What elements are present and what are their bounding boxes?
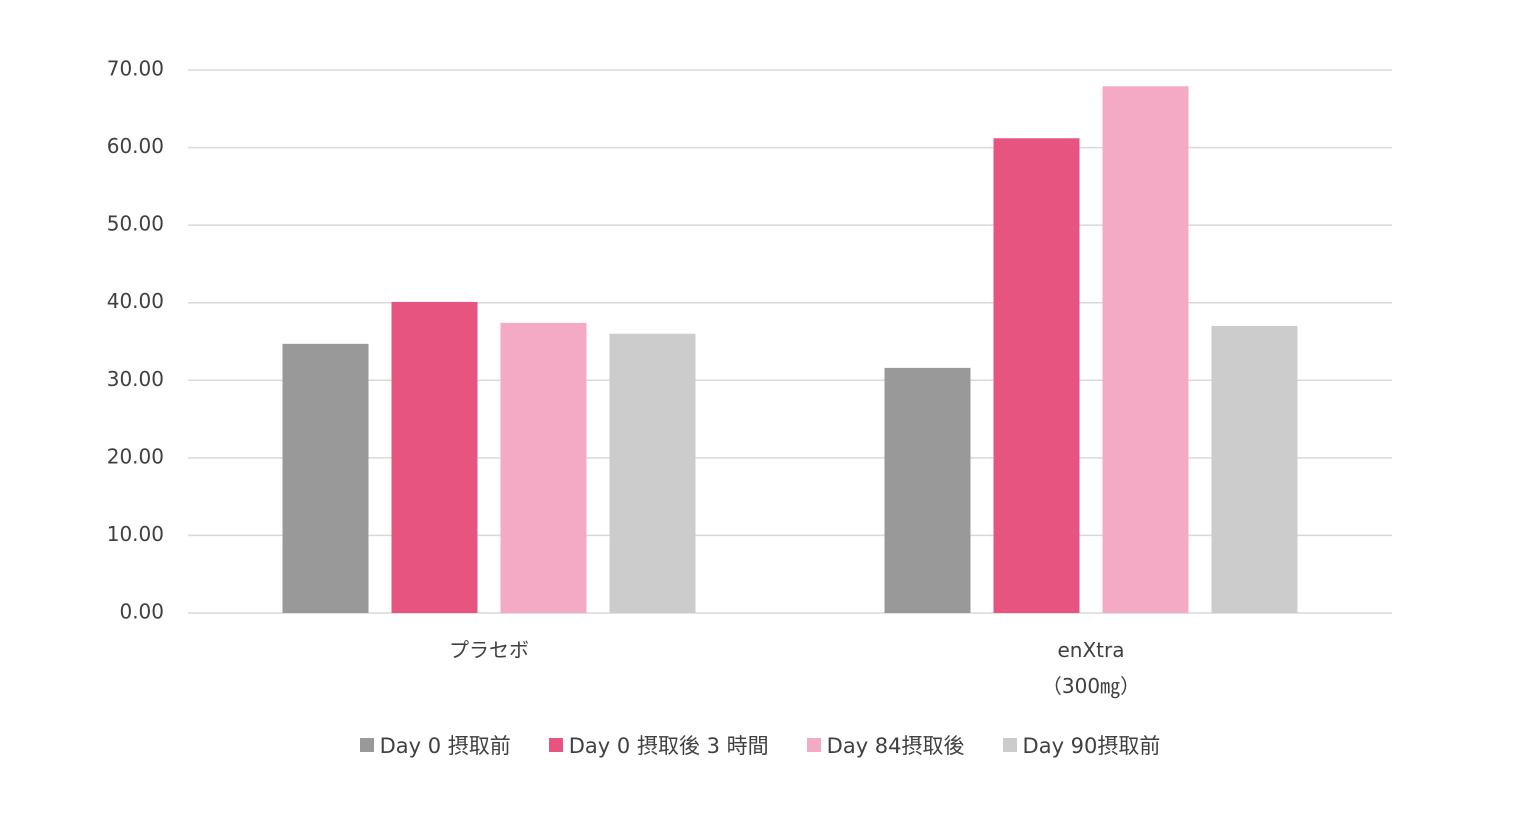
y-tick-label: 60.00	[107, 134, 164, 158]
legend-item: Day 84摂取後	[806, 730, 965, 760]
y-tick-label: 10.00	[107, 522, 164, 546]
y-tick-label: 70.00	[107, 57, 164, 81]
legend-swatch	[359, 738, 374, 752]
bar	[609, 333, 696, 613]
legend-swatch	[806, 738, 821, 752]
legend-swatch	[1002, 738, 1017, 752]
x-tick-label: プラセボ	[449, 638, 529, 662]
bar	[391, 301, 478, 613]
legend-item: Day 90摂取前	[1002, 730, 1161, 760]
legend-label: Day 84摂取後	[826, 734, 965, 758]
bar	[1211, 325, 1298, 613]
legend-swatch	[548, 738, 563, 752]
y-tick-label: 0.00	[119, 600, 164, 624]
legend-label: Day 0 摂取後 3 時間	[568, 734, 769, 758]
y-tick-label: 50.00	[107, 212, 164, 236]
legend-label: Day 0 摂取前	[379, 734, 511, 758]
bar	[1102, 86, 1189, 614]
bar	[993, 138, 1080, 613]
legend-item: Day 0 摂取後 3 時間	[548, 730, 769, 760]
y-tick-label: 30.00	[107, 367, 164, 391]
bar	[884, 367, 971, 613]
y-tick-label: 20.00	[107, 444, 164, 468]
legend-item: Day 0 摂取前	[359, 730, 511, 760]
x-tick-label: enXtra （300㎎）	[1041, 638, 1141, 698]
y-tick-label: 40.00	[107, 289, 164, 313]
legend: Day 0 摂取前 Day 0 摂取後 3 時間 Day 84摂取後 Day 90摂取…	[0, 730, 1520, 760]
legend-label: Day 90摂取前	[1022, 734, 1161, 758]
bar	[500, 322, 587, 613]
bar	[282, 343, 369, 613]
